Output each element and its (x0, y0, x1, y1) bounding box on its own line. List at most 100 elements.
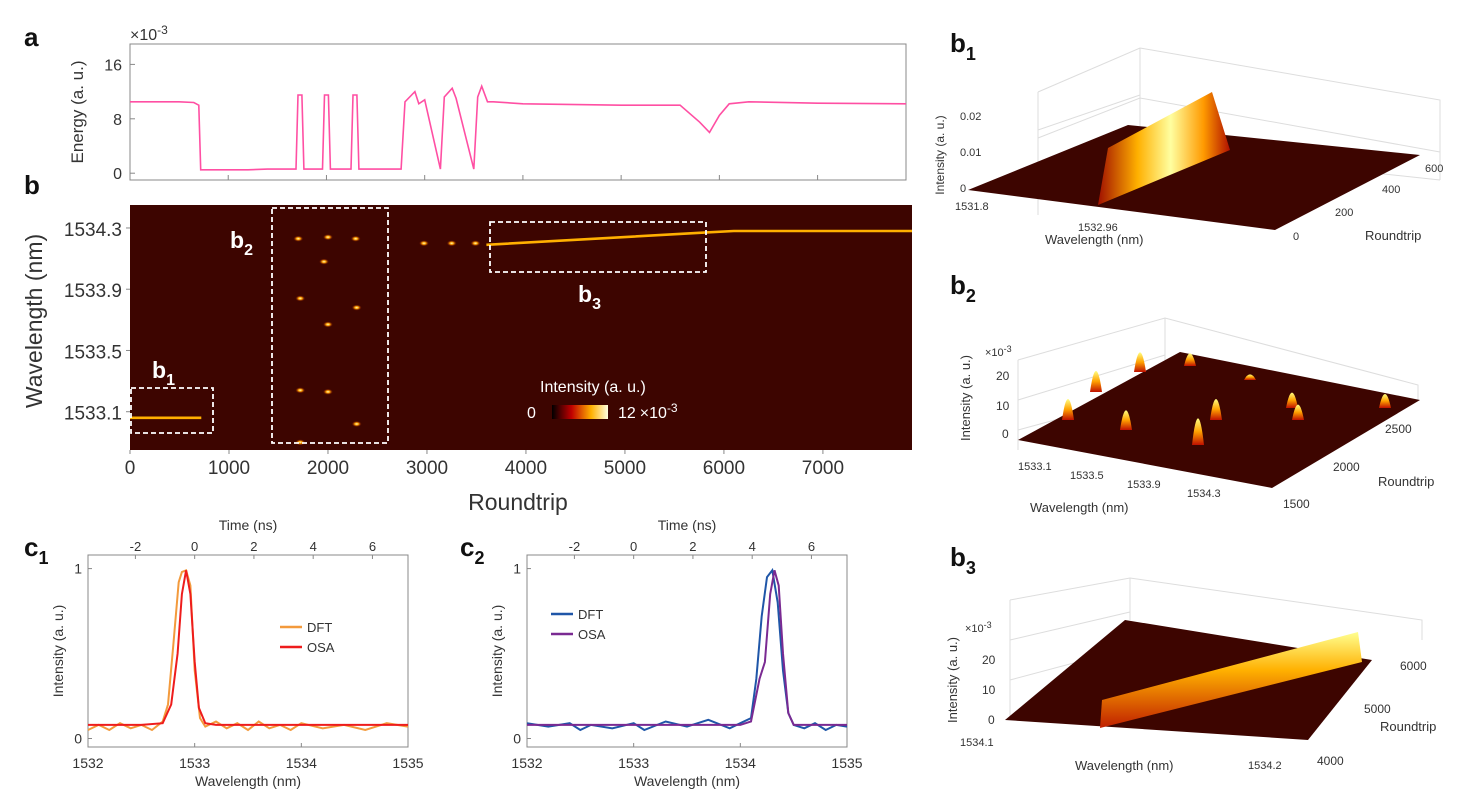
b2-xtick-3: 1534.3 (1187, 488, 1221, 500)
b2-xtick-1: 1533.5 (1070, 470, 1104, 482)
box-b3 (489, 221, 707, 273)
b1-ztick-2: 0 (960, 183, 966, 195)
spectrum-xtick-label: 1535 (831, 755, 862, 771)
spectrum-xtick-label: 1533 (618, 755, 649, 771)
b1-xlabel: Wavelength (nm) (1045, 232, 1144, 247)
b3-xtick-1: 1534.2 (1248, 760, 1282, 772)
b1-zlabel: Intensity (a. u.) (933, 115, 947, 194)
heatmap-xtick-label: 1000 (208, 458, 250, 479)
box-b1 (130, 387, 214, 434)
surface-b3: ×10-3 20 10 0 Intensity (a. u.) 1534.1 1… (945, 577, 1436, 773)
heatmap-trace (486, 229, 912, 247)
b3-zlabel: Intensity (a. u.) (945, 637, 960, 723)
wavelength-axis-label: Wavelength (nm) (21, 234, 47, 408)
b3-ztick-0: 20 (982, 653, 996, 667)
spectrum-c2: 1532 1533 1534 1535 0 1 -2 0 2 4 6 Time (ns) Wavel… (489, 517, 863, 789)
b3-ytick-2: 6000 (1400, 659, 1427, 673)
b1-ridge (1098, 92, 1230, 205)
spectrum-ytick-label: 1 (513, 561, 521, 577)
b2-zexp: ×10-3 (985, 344, 1012, 359)
spectrum-toptick-label: 0 (191, 539, 198, 554)
spectrum-c1: 1532 1533 1534 1535 0 1 -2 0 2 4 6 Time (ns) Wavel… (50, 517, 424, 789)
b2-xtick-2: 1533.9 (1127, 479, 1161, 491)
spectrum-toptick-label: -2 (130, 539, 142, 554)
b1-xtick-1: 1532.96 (1078, 222, 1118, 234)
spectrum-series-dft (526, 567, 848, 732)
spectrum-xtick-label: 1532 (511, 755, 542, 771)
b2-peak (1184, 353, 1196, 366)
b1-xtick-0: 1531.8 (955, 201, 989, 213)
b2-peak (1292, 404, 1304, 420)
heatmap-spot (319, 258, 330, 265)
box-b2 (271, 207, 389, 444)
energy-axis-label: Energy (a. u.) (68, 61, 87, 164)
heatmap-background (130, 205, 912, 450)
c2-legend-dft: DFT (578, 607, 603, 622)
heatmap-ytick-label: 1533.1 (64, 404, 122, 425)
heatmap-ytick-label: 1533.9 (64, 281, 122, 302)
heatmap-ticks: 1533.1 1533.5 1533.9 1534.3 0 1000 2000 3000 400… (64, 220, 844, 479)
b2-zlabel: Intensity (a. u.) (958, 355, 973, 441)
energy-ytick-label: 16 (104, 57, 122, 74)
spectrum-toptick-label: 2 (689, 539, 696, 554)
b3-xlabel: Wavelength (nm) (1075, 758, 1174, 773)
b2-peak (1379, 394, 1391, 408)
spectrum-ytick-label: 1 (74, 561, 82, 577)
c2-legend-osa: OSA (578, 627, 606, 642)
box-label-b3: b3 (578, 281, 601, 313)
heatmap-spot (351, 304, 362, 311)
energy-ytick-label: 0 (113, 166, 122, 183)
b3-grid (1009, 577, 1423, 720)
spectrum-series-osa (527, 570, 847, 726)
heatmap-xtick-label: 2000 (307, 458, 349, 479)
b2-peaks (1062, 352, 1391, 445)
b3-ztick-1: 10 (982, 683, 996, 697)
heatmap-spot (295, 387, 306, 394)
c2-xlabel: Wavelength (nm) (634, 773, 740, 789)
b1-ytick-2: 400 (1382, 184, 1400, 196)
panel-label-b: b (24, 170, 40, 200)
b2-peak (1090, 371, 1102, 392)
b2-ytick-1: 2000 (1333, 460, 1360, 474)
spectrum-toptick-label: 6 (808, 539, 815, 554)
colorbar (552, 405, 608, 419)
b3-ylabel: Roundtrip (1380, 719, 1436, 734)
heatmap-ytick-label: 1533.5 (64, 342, 122, 363)
heatmap-xtick-label: 5000 (604, 458, 646, 479)
b2-ytick-0: 1500 (1283, 497, 1310, 511)
spectrum-series-osa (88, 570, 408, 726)
heatmap-ytick-label: 1534.3 (64, 220, 122, 241)
heatmap-spot (351, 420, 362, 427)
b1-ytick-1: 200 (1335, 207, 1353, 219)
spectrum-xtick-label: 1532 (72, 755, 103, 771)
c1-legend-osa: OSA (307, 640, 335, 655)
energy-plot: Energy (a. u.) ×10-3 0 8 16 (68, 23, 907, 183)
b2-xlabel: Wavelength (nm) (1030, 500, 1129, 515)
b2-ztick-0: 20 (996, 369, 1010, 383)
c1-frame (87, 554, 409, 748)
b1-ztick-1: 0.01 (960, 147, 981, 159)
spectrum-toptick-label: 2 (250, 539, 257, 554)
heatmap-spot (322, 321, 333, 328)
b2-ztick-1: 10 (996, 399, 1010, 413)
heatmap-spot (295, 295, 306, 302)
energy-plot-frame (129, 43, 907, 181)
heatmap-xtick-label: 4000 (505, 458, 547, 479)
wavelength-heatmap: 1533.1 1533.5 1533.9 1534.3 0 1000 2000 3000 400… (21, 205, 912, 515)
panel-label-b2: b2 (950, 270, 976, 306)
colorbar-min: 0 (527, 405, 536, 422)
spectrum-xtick-label: 1533 (179, 755, 210, 771)
b2-grid (1017, 317, 1419, 450)
b2-peak (1120, 410, 1132, 430)
c2-toplabel: Time (ns) (658, 517, 717, 533)
spectrum-toptick-label: 6 (369, 539, 376, 554)
c1-xlabel: Wavelength (nm) (195, 773, 301, 789)
spectrum-ytick-label: 0 (513, 731, 521, 747)
box-label-b2: b2 (230, 227, 253, 259)
spectrum-toptick-label: 4 (749, 539, 756, 554)
panel-label-b1: b1 (950, 28, 976, 64)
b1-ylabel: Roundtrip (1365, 228, 1421, 243)
energy-ytick-label: 8 (113, 112, 122, 129)
b3-xtick-0: 1534.1 (960, 737, 994, 749)
